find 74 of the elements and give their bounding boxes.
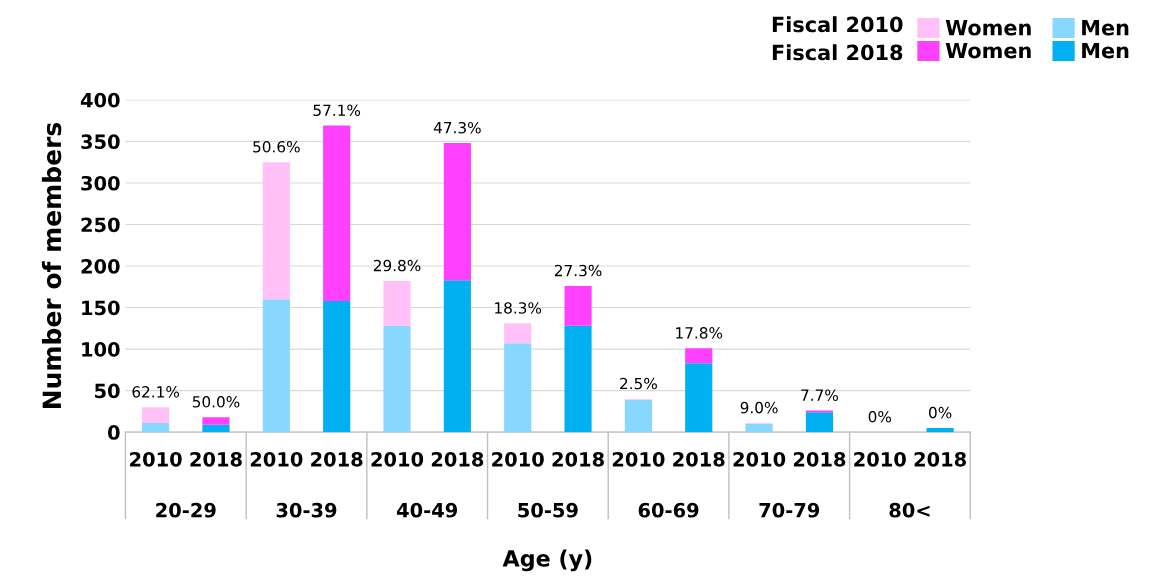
y-tick-label: 100 xyxy=(82,342,120,357)
bar xyxy=(504,323,532,344)
legend-label: Women xyxy=(945,20,1031,36)
y-tick-label: 50 xyxy=(95,383,120,399)
bar xyxy=(262,162,290,300)
x-axis-title: Age (y) xyxy=(502,549,592,572)
text: 40-49 xyxy=(396,502,458,518)
bar xyxy=(383,325,411,433)
y-tick-label: 350 xyxy=(81,134,120,150)
bar xyxy=(504,343,532,433)
bar xyxy=(564,285,592,326)
bar xyxy=(383,280,411,326)
x-tick-label: 2010 xyxy=(371,451,424,467)
x-tick-label: 2018 xyxy=(914,451,966,467)
y-tick-label: 0 xyxy=(108,425,120,440)
x-tick-label: 2010 xyxy=(250,451,303,467)
annotation: 47.3% xyxy=(433,121,481,134)
bar xyxy=(142,407,170,424)
text: 80< xyxy=(889,502,930,518)
text: Fiscal 2018 xyxy=(772,44,903,61)
bar xyxy=(745,423,773,433)
text: 30-39 xyxy=(276,502,337,518)
x-tick-label: 2010 xyxy=(492,451,544,467)
bar xyxy=(685,363,713,433)
x-tick-label: 2018 xyxy=(552,451,604,467)
bar xyxy=(624,399,652,433)
bar xyxy=(262,299,290,433)
legend-label: Men xyxy=(1082,20,1129,36)
text: Fiscal 2010 xyxy=(772,16,903,33)
text: 20-29 xyxy=(156,502,216,518)
annotation: 27.3% xyxy=(554,264,602,277)
x-tick-label: 2018 xyxy=(793,451,846,467)
annotation: 50.0% xyxy=(192,396,240,408)
bar xyxy=(142,423,170,433)
bar xyxy=(202,417,230,425)
legend-label: Women xyxy=(945,42,1031,59)
bar xyxy=(323,125,351,301)
x-tick-label: 2010 xyxy=(130,451,182,467)
annotation: 7.7% xyxy=(801,389,838,401)
annotation: 62.1% xyxy=(132,386,180,398)
bar xyxy=(926,428,954,433)
x-tick-label: 2018 xyxy=(431,451,484,467)
bar xyxy=(202,424,230,433)
annotation: 29.8% xyxy=(373,259,421,272)
bar xyxy=(323,300,351,433)
bar xyxy=(443,280,471,433)
x-tick-label: 2010 xyxy=(854,451,906,467)
text: 60-69 xyxy=(638,502,699,518)
x-tick-label: 2010 xyxy=(612,451,665,467)
y-tick-label: 400 xyxy=(80,92,120,108)
annotation: 57.1% xyxy=(313,104,361,117)
annotation: 0% xyxy=(868,411,892,423)
bar xyxy=(564,325,592,433)
annotation: 2.5% xyxy=(620,377,657,390)
x-tick-label: 2010 xyxy=(733,451,786,467)
y-tick-label: 300 xyxy=(81,175,120,191)
x-tick-label: 2018 xyxy=(673,451,725,467)
y-tick-label: 250 xyxy=(81,217,120,233)
y-axis-title: Number of members xyxy=(41,122,62,408)
annotation: 0% xyxy=(929,406,952,419)
annotation: 17.8% xyxy=(676,327,723,339)
x-tick-label: 2018 xyxy=(190,451,242,467)
annotation: 50.6% xyxy=(253,141,300,153)
bar xyxy=(685,348,713,364)
text: 50-59 xyxy=(518,502,578,518)
bar xyxy=(805,412,834,433)
legend-label: Men xyxy=(1082,42,1129,59)
annotation: 18.3% xyxy=(495,302,542,314)
annotation: 9.0% xyxy=(740,401,778,414)
text: 70-79 xyxy=(759,502,820,518)
y-tick-label: 150 xyxy=(82,300,120,316)
x-tick-label: 2018 xyxy=(311,451,363,467)
bar xyxy=(443,143,471,281)
y-tick-label: 200 xyxy=(81,258,120,274)
